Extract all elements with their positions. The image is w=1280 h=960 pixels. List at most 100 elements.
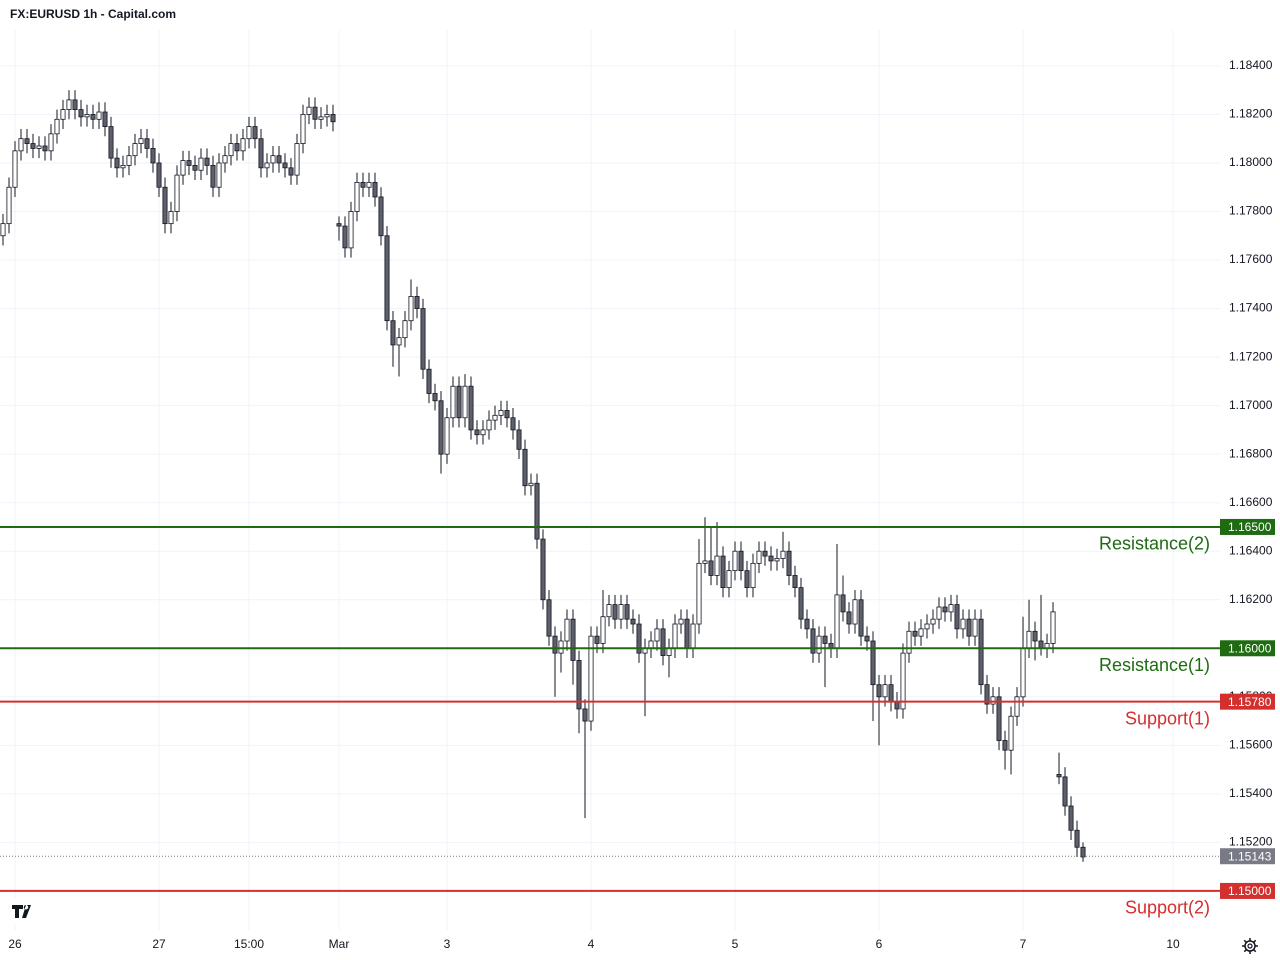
candle-body	[780, 550, 786, 559]
candle-body	[162, 186, 168, 225]
candle-body	[258, 138, 264, 169]
candle-body	[30, 143, 36, 149]
gear-teeth[interactable]	[1242, 938, 1258, 954]
logo-icon	[12, 905, 31, 918]
level-price-label: 1.15000	[1228, 884, 1272, 898]
candle-body	[240, 138, 246, 152]
y-tick-label: 1.18200	[1229, 107, 1273, 121]
candle-body	[708, 560, 714, 576]
candle-body	[6, 186, 12, 225]
candle-body	[486, 419, 492, 431]
candle-body	[438, 400, 444, 455]
candle-body	[168, 211, 174, 225]
candle-body	[774, 558, 780, 562]
candle-body	[396, 337, 402, 346]
candle-body	[1050, 611, 1056, 644]
candle-body	[744, 570, 750, 589]
candle-body	[294, 143, 300, 176]
y-tick-label: 1.16200	[1229, 592, 1273, 606]
candle-body	[954, 604, 960, 630]
candle-body	[984, 684, 990, 705]
candle-body	[738, 550, 744, 572]
candle-body	[750, 562, 756, 589]
candle-body	[648, 640, 654, 649]
candle-body	[516, 429, 522, 450]
last-price-label: 1.15143	[1228, 849, 1272, 863]
candle-body	[990, 696, 996, 705]
candle-body	[726, 570, 732, 589]
x-tick-label: 7	[1020, 937, 1027, 951]
level-name: Resistance(2)	[1099, 534, 1210, 554]
candle-body	[1074, 829, 1080, 848]
settings-icon[interactable]	[1242, 938, 1258, 954]
candle-body	[822, 635, 828, 644]
candle-body	[120, 165, 126, 169]
candle-body	[834, 594, 840, 649]
y-tick-label: 1.15600	[1229, 738, 1273, 752]
candle-body	[978, 618, 984, 686]
y-tick-label: 1.17400	[1229, 301, 1273, 315]
candle-body	[468, 385, 474, 431]
candle-body	[522, 448, 528, 487]
level-name: Resistance(1)	[1099, 655, 1210, 675]
candle-body	[762, 550, 768, 557]
candle-body	[54, 118, 60, 135]
candle-body	[660, 628, 666, 656]
candle-body	[456, 385, 462, 419]
candle-body	[858, 599, 864, 637]
candle-body	[48, 133, 54, 152]
candle-body	[0, 223, 6, 237]
candle-body	[654, 628, 660, 642]
x-tick-label: Mar	[329, 937, 350, 951]
candle-body	[276, 155, 282, 164]
candle-body	[540, 538, 546, 601]
level-price-box	[1220, 640, 1275, 657]
candle-body	[852, 599, 858, 625]
x-tick-label: 5	[732, 937, 739, 951]
candle-body	[270, 155, 276, 164]
candle-body	[132, 143, 138, 157]
candle-body	[1080, 846, 1086, 858]
candle-body	[402, 320, 408, 339]
candle-body	[324, 114, 330, 118]
candle-body	[696, 562, 702, 625]
candle-body	[894, 701, 900, 710]
candle-body	[636, 623, 642, 654]
candle-body	[24, 138, 30, 144]
candle-body	[684, 618, 690, 649]
x-tick-label: 4	[588, 937, 595, 951]
y-tick-label: 1.17000	[1229, 398, 1273, 412]
candle-body	[996, 696, 1002, 741]
x-tick-label: 6	[876, 937, 883, 951]
candle-body	[492, 414, 498, 421]
y-tick-label: 1.18400	[1229, 58, 1273, 72]
candle-body	[498, 410, 504, 416]
candle-body	[582, 708, 588, 722]
candle-body	[372, 181, 378, 198]
candle-body	[420, 308, 426, 370]
gear-hub[interactable]	[1247, 943, 1253, 949]
candle-body	[450, 385, 456, 419]
candles	[0, 90, 1086, 862]
candle-body	[534, 482, 540, 540]
candle-body	[78, 109, 84, 118]
candle-body	[318, 116, 324, 120]
candle-body	[972, 618, 978, 637]
candle-body	[114, 157, 120, 169]
candle-body	[306, 106, 312, 115]
level-price-box	[1220, 882, 1275, 899]
candle-body	[246, 126, 252, 140]
candle-body	[966, 618, 972, 637]
candle-body	[942, 606, 948, 613]
candle-body	[354, 181, 360, 212]
candle-body	[804, 618, 810, 630]
candle-body	[138, 138, 144, 144]
candle-body	[282, 162, 288, 169]
candle-body	[192, 165, 198, 171]
candle-body	[882, 684, 888, 698]
candle-body	[798, 587, 804, 620]
candle-body	[594, 635, 600, 644]
candle-body	[462, 385, 468, 419]
candle-body	[198, 157, 204, 171]
grid: 1.18400 1.18200 1.18000 1.17800 1.17600 1.174…	[0, 30, 1273, 951]
